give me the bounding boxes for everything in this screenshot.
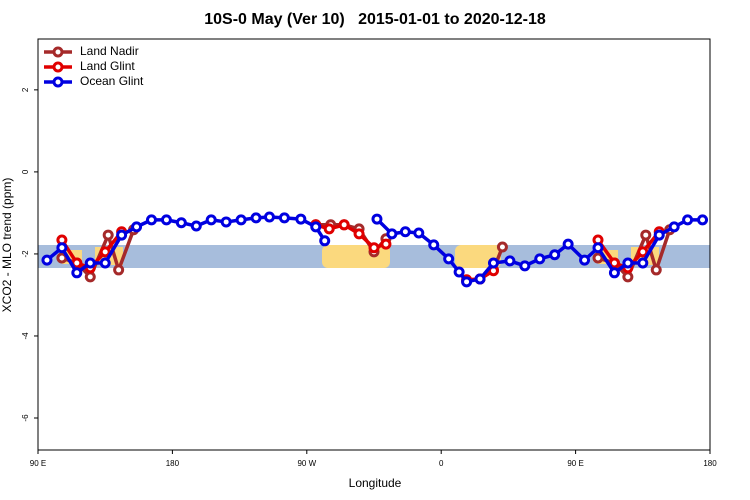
data-point [145,214,157,226]
data-point [353,228,365,240]
data-point [608,257,620,269]
data-point [504,255,516,267]
data-point [549,249,561,261]
x-tick-label: 0 [439,459,444,468]
y-tick-label: 0 [21,169,30,174]
data-point [592,252,604,264]
data-point [622,257,634,269]
y-tick-label: -2 [21,250,30,258]
data-point [102,229,114,241]
data-point [487,257,499,269]
data-point [175,217,187,229]
chart-title: 10S-0 May (Ver 10) 2015-01-01 to 2020-12… [204,11,546,28]
data-point [319,235,331,247]
y-axis-label: XCO2 - MLO trend (ppm) [0,178,14,313]
data-point [113,264,125,276]
data-point [682,214,694,226]
data-point [637,246,649,258]
data-point [668,221,680,233]
data-point [56,242,68,254]
data-point [250,212,262,224]
data-point [368,242,380,254]
data-point [278,212,290,224]
data-point [474,273,486,285]
data-point [99,246,111,258]
data-point [220,216,232,228]
data-point [160,214,172,226]
data-point [413,227,425,239]
plot-frame [37,38,711,451]
data-point [338,219,350,231]
x-tick-label: 90 E [567,459,583,468]
data-point [323,223,335,235]
data-point [41,254,53,266]
y-tick-label: 2 [21,87,30,92]
data-point [386,228,398,240]
data-point [608,267,620,279]
data-point [380,238,392,250]
data-point [650,264,662,276]
data-point [205,214,217,226]
legend-marker [52,61,64,73]
x-axis-label: Longitude [349,476,402,490]
data-point [579,254,591,266]
data-point [263,211,275,223]
data-point [461,276,473,288]
data-point [592,242,604,254]
legend-label: Land Nadir [80,44,139,58]
data-point [637,257,649,269]
data-point [71,267,83,279]
data-point [534,253,546,265]
data-point [453,266,465,278]
data-point [428,239,440,251]
data-point [116,229,128,241]
y-tick-label: -4 [21,332,30,340]
legend-label: Ocean Glint [80,74,144,88]
data-point [190,220,202,232]
data-point [131,221,143,233]
data-point [84,257,96,269]
data-point [622,271,634,283]
legend-label: Land Glint [80,59,135,73]
x-tick-label: 90 W [297,459,316,468]
data-point [640,229,652,241]
legend-marker [52,46,64,58]
data-point [371,213,383,225]
data-point [235,214,247,226]
data-point [295,213,307,225]
data-point [99,257,111,269]
data-point [519,260,531,272]
y-tick-label: -6 [21,414,30,422]
data-point [443,253,455,265]
x-tick-label: 90 E [30,459,46,468]
data-point [56,252,68,264]
data-point [562,238,574,250]
x-tick-label: 180 [166,459,180,468]
data-point [84,271,96,283]
data-point [496,241,508,253]
data-point [310,221,322,233]
data-point [399,226,411,238]
data-point [653,229,665,241]
legend-marker [52,76,64,88]
data-point [697,214,709,226]
x-tick-label: 180 [703,459,717,468]
